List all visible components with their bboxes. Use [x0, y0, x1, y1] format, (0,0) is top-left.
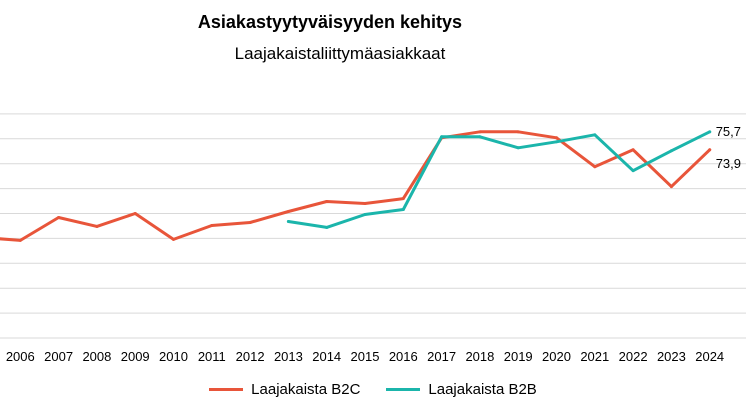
legend-label-b2c: Laajakaista B2C [251, 381, 361, 398]
data-point-b2c-2008 [95, 224, 99, 228]
data-point-b2c-2015 [363, 202, 367, 206]
legend-swatch-b2b [386, 388, 421, 391]
series-line-b2b [286, 130, 712, 229]
data-point-b2c-2016 [401, 197, 405, 201]
data-point-b2b-2022 [631, 169, 635, 173]
data-point-b2b-2019 [516, 146, 520, 150]
x-tick-label-2023: 2023 [657, 349, 686, 364]
x-tick-label-2020: 2020 [542, 349, 571, 364]
data-point-b2c-2018 [478, 130, 482, 134]
x-tick-label-2011: 2011 [198, 349, 226, 364]
data-point-b2b-2020 [555, 140, 558, 144]
x-tick-label-2013: 2013 [274, 349, 303, 364]
data-point-b2b-2024 [708, 130, 712, 134]
x-tick-label-2012: 2012 [236, 349, 265, 364]
data-point-b2c-2014 [325, 200, 329, 204]
data-point-b2b-2023 [669, 149, 673, 153]
data-point-b2c-2023 [669, 185, 673, 189]
legend-label-b2b: Laajakaista B2B [428, 381, 537, 398]
legend: Laajakaista B2C Laajakaista B2B [0, 381, 746, 398]
x-tick-label-2009: 2009 [121, 349, 150, 364]
data-point-b2c-2006 [18, 238, 22, 242]
data-point-b2c-2013 [286, 210, 290, 214]
data-point-b2b-2018 [478, 135, 482, 139]
data-point-b2c-2021 [593, 165, 597, 169]
legend-swatch-b2c [209, 388, 244, 391]
chart-subtitle: Laajakaistaliittymäasiakkaat [234, 44, 446, 63]
series-line-b2c [0, 130, 712, 242]
data-point-b2c-2010 [172, 237, 175, 241]
chart-title: Asiakastyytyväisyyden kehitys [197, 12, 463, 32]
legend-item-b2c: Laajakaista B2C [209, 381, 360, 398]
data-point-b2c-2011 [210, 223, 214, 227]
data-point-b2b-2014 [325, 225, 329, 229]
x-tick-label-2021: 2021 [580, 349, 609, 364]
x-tick-label-2014: 2014 [312, 349, 341, 364]
data-point-b2b-2021 [593, 133, 597, 137]
x-tick-label-2006: 2006 [6, 349, 35, 364]
x-tick-label-2017: 2017 [427, 349, 456, 364]
data-point-b2b-2017 [440, 135, 444, 139]
data-label-b2b: 75,7 [716, 124, 741, 139]
x-tick-label-2015: 2015 [351, 349, 380, 364]
x-tick-label-2007: 2007 [44, 349, 73, 364]
data-point-b2c-2022 [631, 148, 635, 152]
x-tick-label-2008: 2008 [82, 349, 111, 364]
x-tick-label-2010: 2010 [159, 349, 188, 364]
data-point-b2c-2007 [57, 215, 61, 219]
legend-item-b2b: Laajakaista B2B [386, 381, 537, 398]
data-point-b2c-2019 [516, 130, 520, 134]
x-tick-label-2019: 2019 [504, 349, 533, 364]
x-tick-label-2018: 2018 [465, 349, 494, 364]
data-point-b2b-2016 [401, 208, 405, 212]
data-point-b2c-2024 [708, 148, 712, 152]
x-tick-label-2024: 2024 [695, 349, 724, 364]
data-point-b2b-2015 [363, 212, 367, 216]
data-point-b2c-2012 [248, 220, 252, 224]
data-point-b2c-2009 [133, 212, 137, 215]
x-tick-label-2016: 2016 [389, 349, 418, 364]
data-point-b2b-2013 [286, 219, 290, 223]
x-tick-label-2022: 2022 [619, 349, 648, 364]
data-point-b2c-2020 [555, 136, 558, 140]
data-label-b2c: 73,9 [716, 156, 741, 171]
